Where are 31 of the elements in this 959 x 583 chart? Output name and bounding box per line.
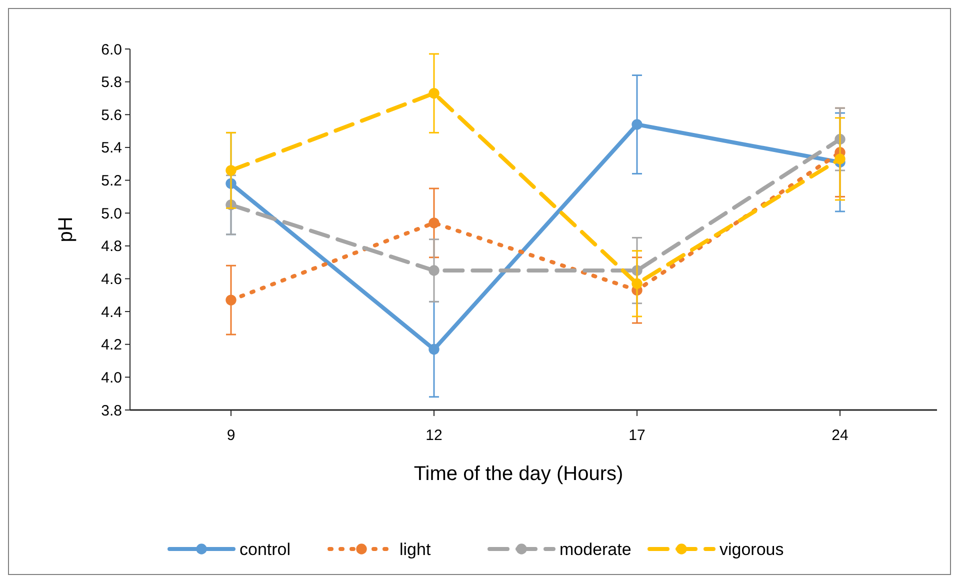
legend-label: moderate [560, 540, 632, 559]
y-tick-label: 4.4 [101, 304, 122, 321]
y-tick-label: 4.8 [101, 238, 122, 256]
y-tick-label: 3.8 [101, 402, 122, 420]
y-tick-label: 5.8 [101, 74, 122, 92]
x-tick-label: 12 [426, 427, 442, 444]
y-tick-label: 6.0 [101, 41, 122, 58]
legend-label: control [240, 540, 291, 559]
y-axis-title: pH [55, 216, 77, 242]
point [632, 119, 642, 130]
y-tick-label: 4.2 [101, 336, 122, 354]
point [226, 165, 236, 176]
point [428, 344, 440, 355]
legend-label: vigorous [720, 540, 784, 559]
x-tick-label: 9 [226, 427, 236, 444]
y-tick-label: 5.6 [101, 106, 122, 124]
point [428, 88, 440, 99]
point [632, 278, 642, 289]
legend-label: light [400, 540, 431, 559]
y-tick-label: 5.0 [101, 205, 122, 222]
point [226, 294, 236, 306]
point [428, 265, 440, 276]
point [428, 218, 440, 228]
y-tick-label: 5.4 [101, 140, 122, 157]
y-tick-label: 4.0 [101, 369, 122, 386]
x-tick-label: 17 [628, 427, 646, 444]
y-tick-label: 5.2 [101, 172, 122, 190]
y-tick-label: 4.6 [101, 270, 122, 288]
x-tick-label: 24 [832, 427, 848, 444]
point [834, 154, 846, 164]
x-axis-title: Time of the day (Hours) [414, 463, 624, 485]
